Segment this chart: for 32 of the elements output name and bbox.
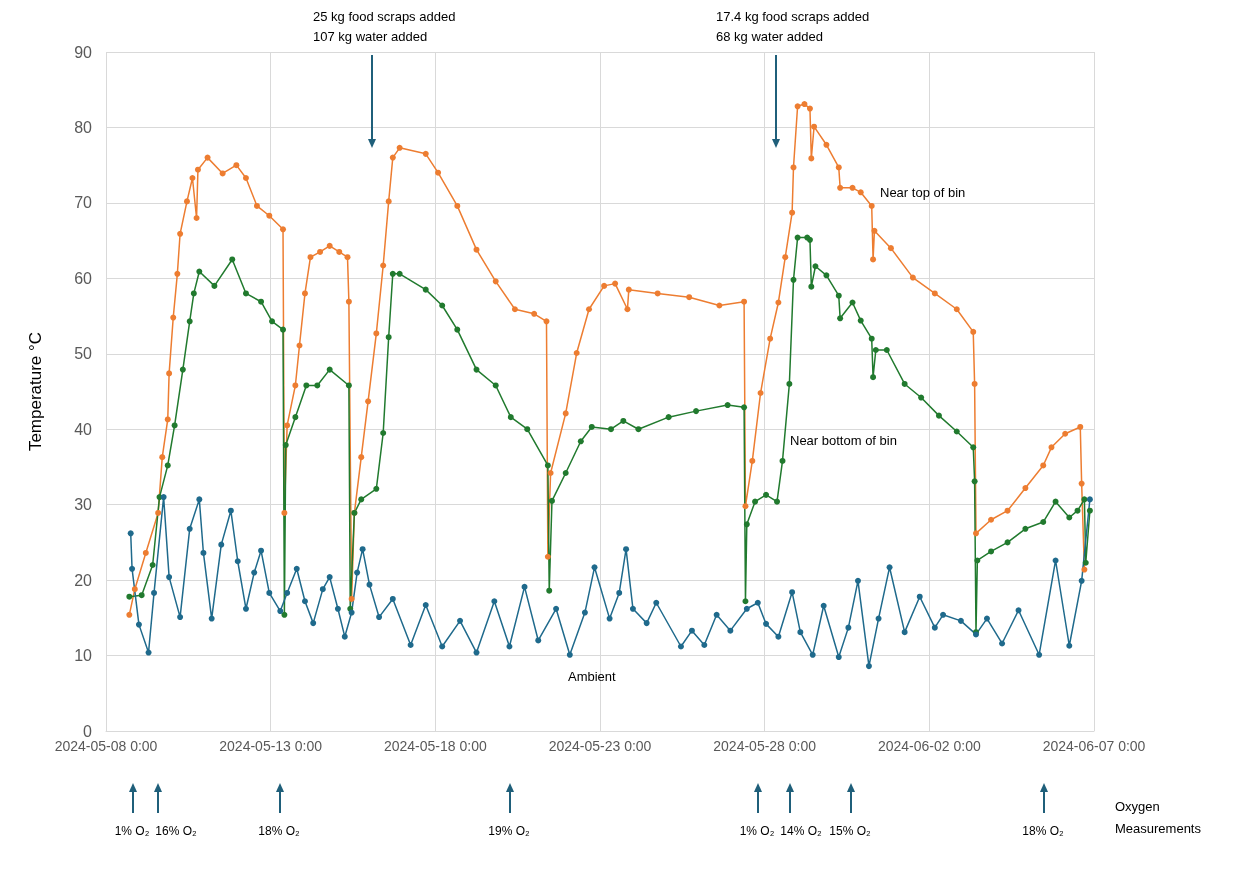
x-tick-label: 2024-06-07 0:00	[1042, 738, 1146, 754]
series-label: Near top of bin	[880, 184, 966, 200]
y-axis-title: Temperature °C	[26, 331, 45, 452]
text: 16% O₂	[155, 824, 198, 838]
text: 17.4 kg food scraps added 68 kg water added	[716, 8, 870, 44]
text: 19% O₂	[488, 824, 531, 838]
text: 18% O₂	[1022, 824, 1065, 838]
text: 1% O₂	[739, 824, 775, 838]
y-tick-label: 10	[74, 647, 93, 665]
x-tick-label: 2024-05-23 0:00	[548, 738, 652, 754]
y-tick-label: 70	[74, 194, 93, 212]
y-tick-label: 20	[74, 571, 93, 589]
x-tick-label: 2024-05-13 0:00	[219, 738, 323, 754]
series-label: Near bottom of bin	[790, 432, 897, 448]
y-tick-label: 40	[74, 420, 93, 438]
x-tick-label: 2024-05-08 0:00	[54, 738, 158, 754]
text: Oxygen Measurements	[1115, 798, 1202, 836]
x-tick-label: 2024-05-28 0:00	[713, 738, 817, 754]
text: 25 kg food scraps added 107 kg water added	[313, 8, 456, 44]
y-tick-label: 30	[74, 496, 93, 514]
x-tick-label: 2024-06-02 0:00	[877, 738, 981, 754]
y-tick-label: 0	[83, 722, 93, 740]
text: 1% O₂	[114, 824, 150, 838]
y-tick-label: 90	[74, 43, 93, 61]
x-tick-label: 2024-05-18 0:00	[383, 738, 487, 754]
y-tick-label: 80	[74, 118, 93, 136]
text: 14% O₂	[780, 824, 823, 838]
text: 18% O₂	[258, 824, 301, 838]
y-tick-label: 50	[74, 345, 93, 363]
text: 15% O₂	[829, 824, 872, 838]
series-label: Ambient	[568, 668, 617, 684]
y-tick-label: 60	[74, 269, 93, 287]
